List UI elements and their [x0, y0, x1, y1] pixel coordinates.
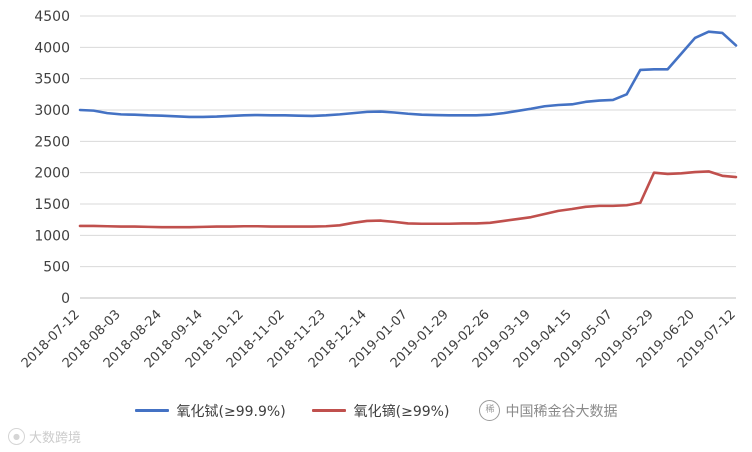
y-tick-label: 4000: [34, 40, 70, 56]
y-tick-label: 2500: [34, 134, 70, 150]
watermark: 稀 中国稀金谷大数据: [479, 400, 617, 421]
legend-item-terbium-oxide: 氧化铽(≥99.9%): [134, 401, 286, 421]
footer-logo: ● 大数跨境: [8, 427, 81, 446]
y-tick-label: 0: [61, 291, 70, 307]
series-line-terbium-oxide: [78, 30, 738, 119]
legend-swatch-dysprosium: [311, 409, 346, 412]
watermark-seal-icon: 稀: [479, 400, 501, 421]
legend-label-terbium: 氧化铽(≥99.9%): [176, 403, 286, 420]
y-tick-label: 3500: [34, 72, 70, 88]
y-tick-label: 2000: [34, 166, 70, 182]
y-tick-label: 1000: [34, 228, 70, 244]
legend-swatch-terbium: [134, 409, 169, 412]
watermark-text: 中国稀金谷大数据: [505, 403, 618, 420]
legend-label-dysprosium: 氧化镝(≥99%): [353, 403, 450, 420]
y-tick-label: 500: [43, 260, 70, 276]
footer-logo-icon: ●: [8, 428, 25, 445]
chart-legend: 氧化铽(≥99.9%) 氧化镝(≥99%) 稀 中国稀金谷大数据: [0, 400, 752, 421]
legend-item-dysprosium-oxide: 氧化镝(≥99%): [311, 401, 450, 421]
line-chart-canvas: 0500100015002000250030003500400045002018…: [19, 9, 739, 371]
series-line-dysprosium-oxide: [78, 170, 738, 229]
y-tick-label: 4500: [34, 9, 70, 25]
y-tick-label: 3000: [34, 103, 70, 119]
footer-logo-text: 大数跨境: [29, 431, 82, 446]
y-tick-label: 1500: [34, 197, 70, 213]
